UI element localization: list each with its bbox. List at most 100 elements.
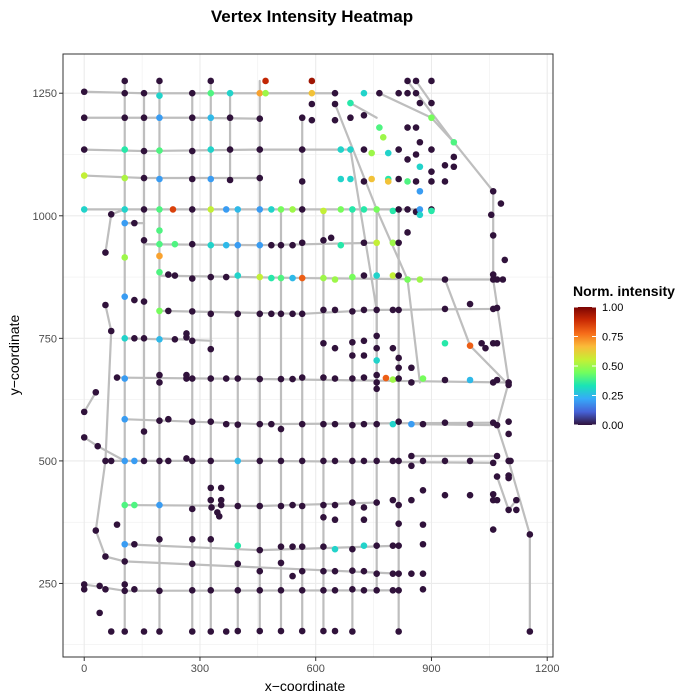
graph-edge <box>495 424 510 463</box>
vertex-point <box>207 345 215 353</box>
graph-edge <box>104 213 113 254</box>
vertex-point <box>131 501 138 509</box>
vertex-point <box>298 374 306 381</box>
vertex-point <box>188 587 196 594</box>
vertex-point <box>277 310 285 318</box>
vertex-point <box>395 587 402 594</box>
vertex-point <box>222 206 230 213</box>
vertex-point <box>466 342 474 349</box>
vertex-point <box>308 100 316 108</box>
vertex-point <box>493 421 501 429</box>
vertex-point <box>320 567 327 575</box>
vertex-point <box>404 206 411 213</box>
vertex-point <box>360 567 368 575</box>
vertex-point <box>416 206 424 213</box>
vertex-point <box>234 560 242 568</box>
vertex-point <box>441 457 449 465</box>
vertex-point <box>347 99 354 107</box>
vertex-point <box>320 207 327 215</box>
vertex-point <box>507 457 514 465</box>
vertex-point <box>256 273 264 281</box>
vertex-point <box>156 307 163 315</box>
vertex-point <box>256 627 264 635</box>
vertex-point <box>513 496 520 504</box>
vertex-point <box>80 434 88 441</box>
vertex-point <box>96 609 103 617</box>
vertex-point <box>121 540 129 548</box>
vertex-point <box>121 335 129 342</box>
vertex-point <box>165 271 172 278</box>
graph-edge <box>94 459 107 532</box>
vertex-point <box>331 89 339 97</box>
vertex-point <box>217 501 225 509</box>
vertex-point <box>331 501 339 509</box>
panel-border <box>62 53 554 658</box>
vertex-point <box>121 89 129 97</box>
vertex-point <box>489 526 497 533</box>
vertex-point <box>140 428 148 435</box>
vertex-point <box>156 371 163 379</box>
vertex-point <box>256 457 264 465</box>
vertex-point <box>140 147 148 155</box>
vertex-point <box>360 89 368 97</box>
vertex-point <box>131 540 138 548</box>
vertex-point <box>188 375 196 382</box>
vertex-point <box>298 310 306 318</box>
vertex-point <box>373 239 380 247</box>
vertex-point <box>408 420 415 428</box>
vertex-point <box>121 77 129 85</box>
vertex-point <box>131 219 138 227</box>
graph-edge <box>104 555 126 563</box>
vertex-point <box>156 587 163 595</box>
vertex-point <box>389 542 397 550</box>
vertex-point <box>169 206 177 213</box>
vertex-point <box>501 256 509 264</box>
vertex-point <box>419 521 427 528</box>
vertex-point <box>379 134 387 141</box>
vertex-point <box>226 89 234 97</box>
legend-ticks: 0.00 0.25 0.50 0.75 1.00 <box>574 302 623 432</box>
vertex-point <box>188 418 196 425</box>
vertex-point <box>156 252 163 260</box>
vertex-point <box>389 306 397 314</box>
vertex-point <box>395 206 402 213</box>
vertex-point <box>156 227 163 234</box>
vertex-point <box>493 339 501 347</box>
vertex-point <box>395 354 402 362</box>
vertex-point <box>102 553 109 560</box>
y-axis-title: y−coordinate <box>6 315 22 396</box>
graph-edge <box>142 148 261 153</box>
vertex-point <box>505 418 512 425</box>
vertex-point <box>395 239 402 247</box>
vertex-point <box>80 206 88 213</box>
vertex-point <box>256 206 264 213</box>
graph-edge <box>104 303 113 333</box>
vertex-point <box>404 156 411 163</box>
vertex-point <box>289 310 296 318</box>
vertex-point <box>493 276 501 283</box>
vertex-point <box>298 206 306 213</box>
vertex-point <box>156 114 163 122</box>
vertex-point <box>373 332 380 340</box>
vertex-point <box>156 536 163 543</box>
vertex-point <box>289 572 296 580</box>
graph-edge <box>333 102 378 211</box>
vertex-point <box>349 338 356 346</box>
vertex-point <box>102 249 109 256</box>
vertex-point <box>156 457 163 465</box>
graph-edge <box>495 381 510 427</box>
vertex-point <box>215 513 223 520</box>
vertex-point <box>140 298 148 305</box>
vertex-point <box>428 168 435 175</box>
vertex-point <box>222 420 230 428</box>
vertex-point <box>360 239 368 247</box>
vertex-point <box>262 77 269 85</box>
vertex-point <box>268 274 275 282</box>
vertex-point <box>360 206 368 213</box>
vertex-point <box>373 385 380 393</box>
vertex-point <box>360 542 368 550</box>
vertex-point <box>256 375 264 383</box>
vertex-point <box>389 207 397 215</box>
vertex-point <box>277 559 285 567</box>
vertex-point <box>331 627 339 635</box>
